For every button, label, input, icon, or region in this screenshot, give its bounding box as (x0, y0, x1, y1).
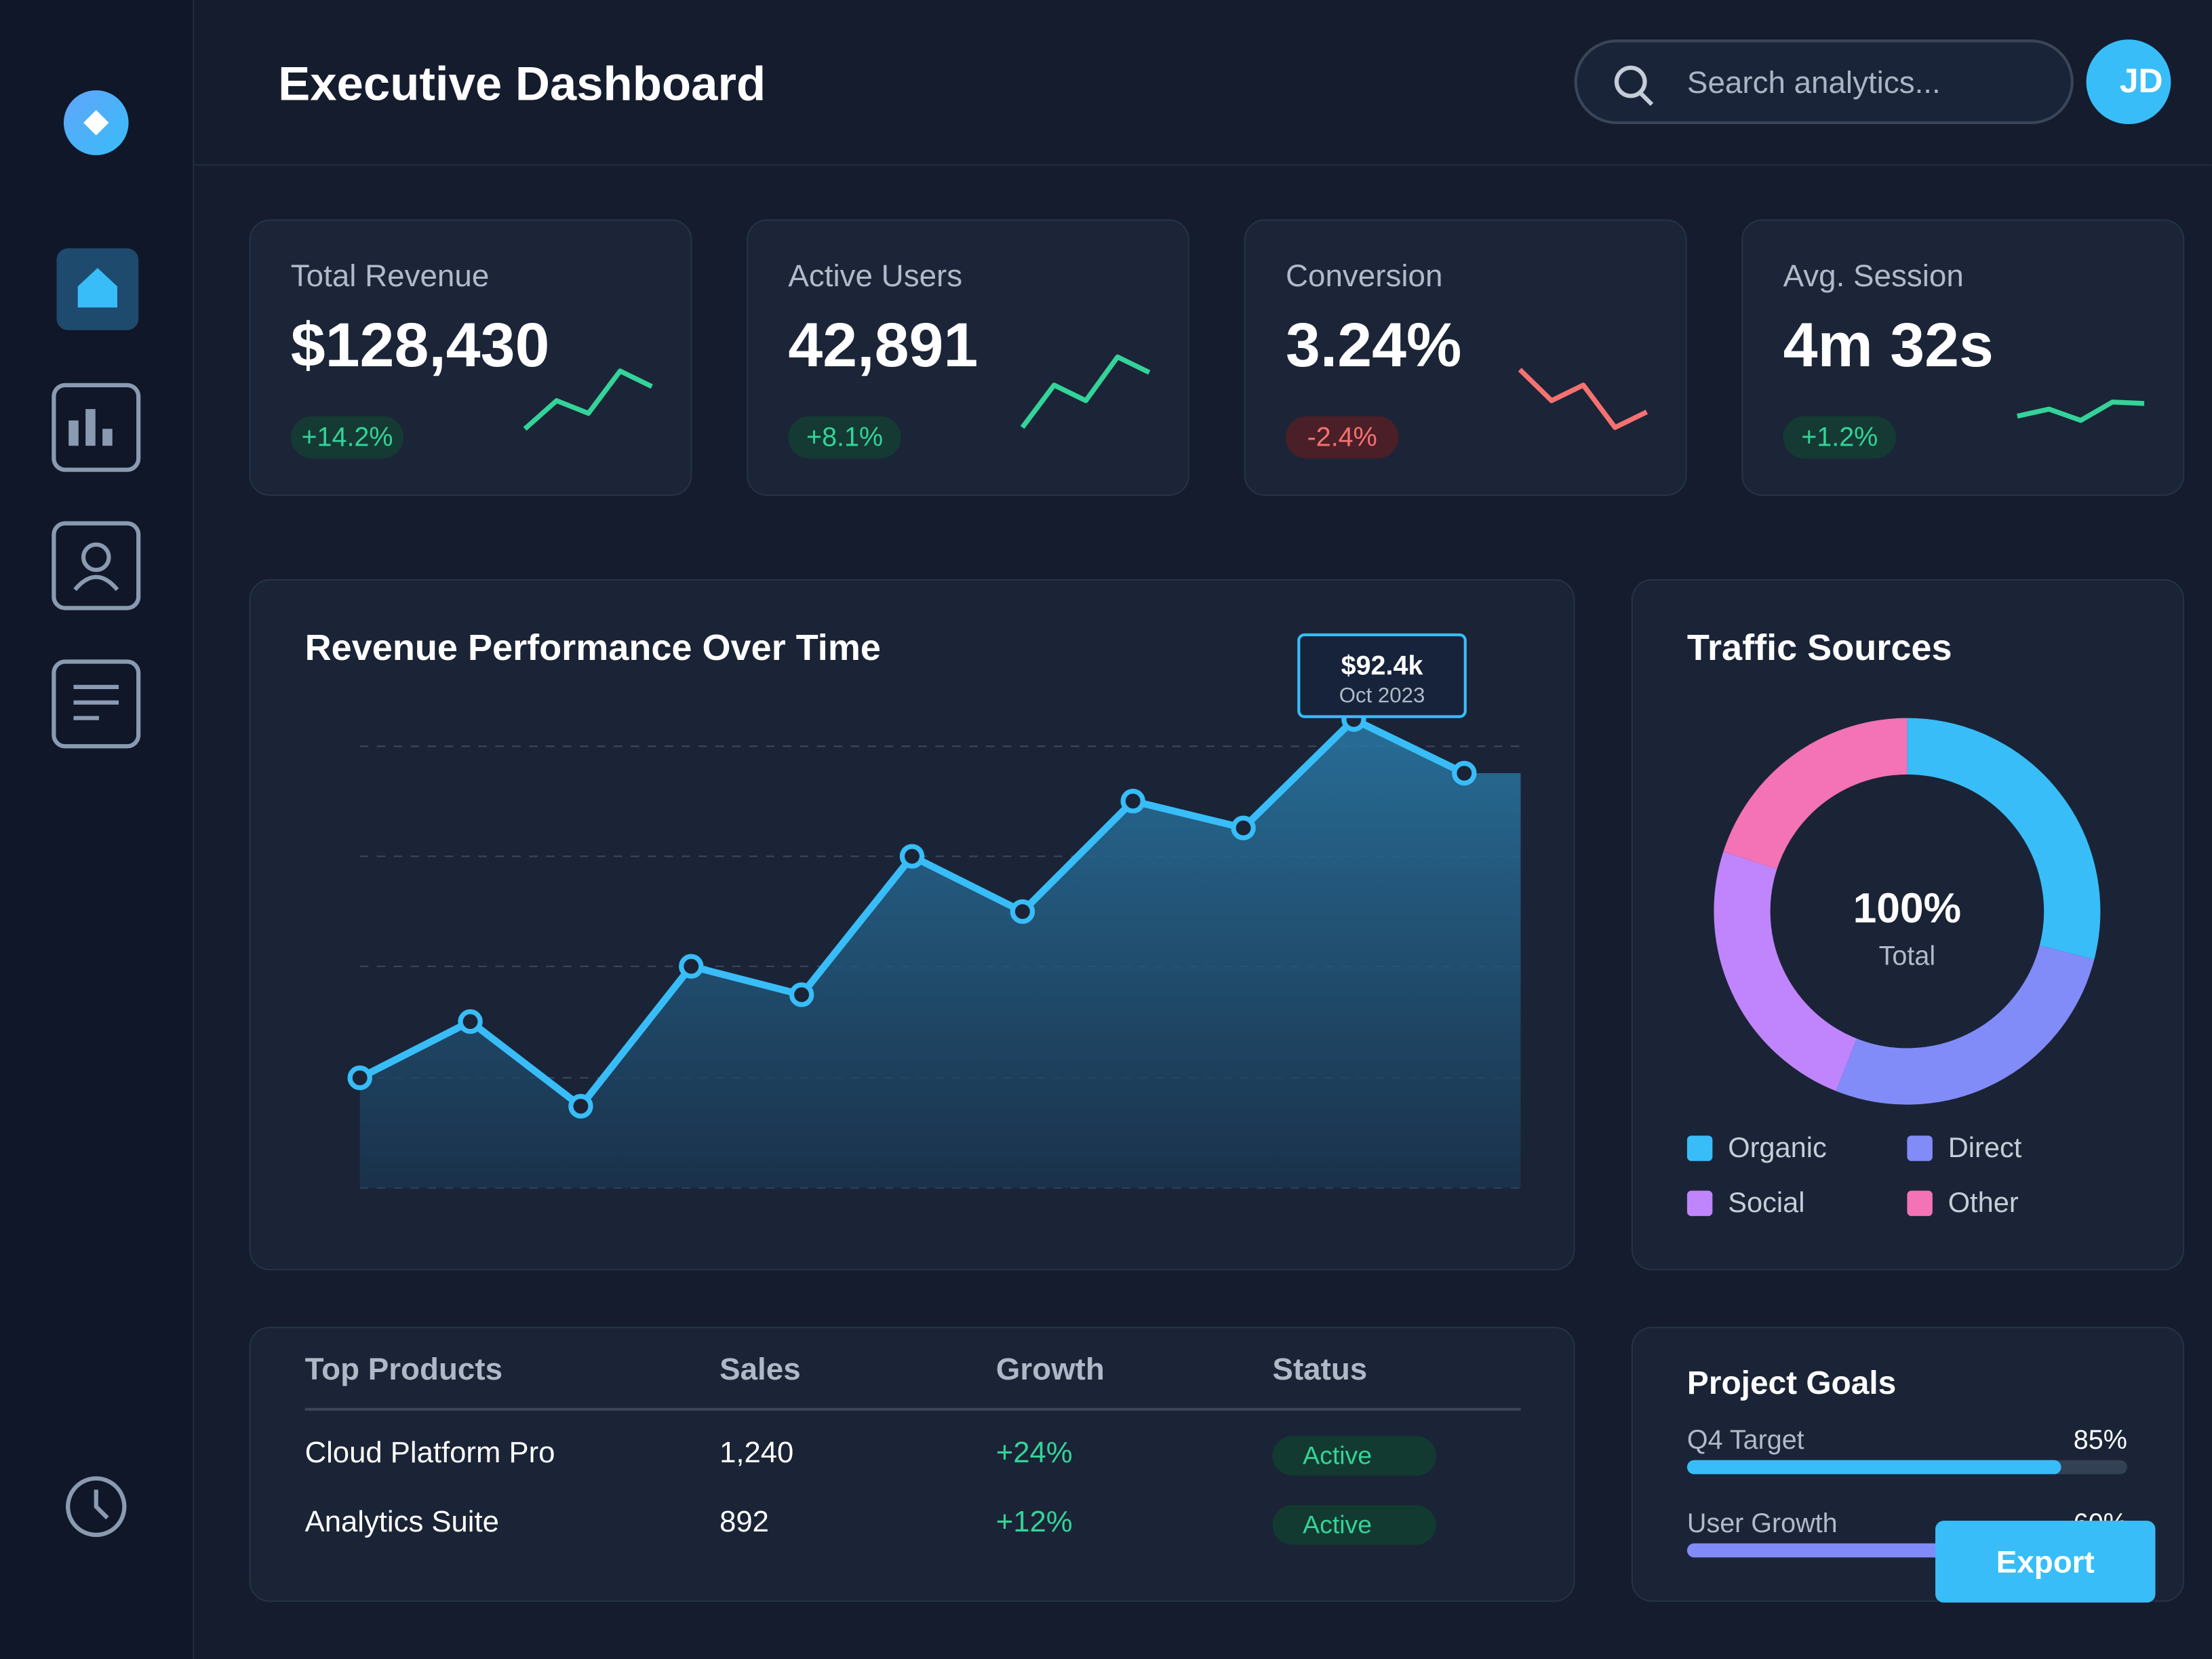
point (1120, 788, 1145, 814)
kpi-value: 42,891 (788, 311, 978, 380)
nav-analytics[interactable] (52, 383, 141, 472)
kpi-label: Total Revenue (291, 258, 489, 293)
point (679, 954, 704, 979)
kpi-label: Active Users (788, 258, 962, 293)
kpi-sparkline (523, 368, 653, 431)
kpi-change: +14.2% (301, 422, 393, 452)
donut-chart: Organic Direct Social Other (1686, 718, 2101, 1218)
legend-swatch (1686, 1135, 1713, 1161)
traffic-card (1631, 579, 2185, 1270)
donut-segment (1836, 945, 2095, 1105)
kpi-label: Conversion (1286, 258, 1442, 293)
status-label: Active (1303, 1510, 1372, 1538)
goal-bar (1686, 1460, 2061, 1475)
legend-swatch (1907, 1135, 1933, 1161)
tooltip-date: Oct 2023 (1339, 684, 1425, 707)
point (899, 844, 925, 869)
point (1231, 815, 1256, 840)
donut-center-label: Total (1879, 941, 1935, 971)
table-cell: +12% (996, 1505, 1073, 1538)
products-table: Top Products Sales Growth Status Cloud Platf… (305, 1352, 1436, 1545)
tooltip-value: $92.4k (1341, 650, 1423, 680)
status-pill (1272, 1505, 1436, 1545)
legend-label: Social (1728, 1186, 1804, 1218)
kpi-change: +8.1% (806, 422, 883, 452)
kpi-value: 3.24% (1286, 311, 1461, 380)
search-icon (1639, 92, 1654, 106)
point (568, 1093, 593, 1119)
table-cell: Analytics Suite (305, 1505, 499, 1538)
goals-title: Project Goals (1687, 1365, 1896, 1401)
table-header: Status (1272, 1352, 1367, 1386)
point (458, 1009, 483, 1034)
user-icon (81, 542, 111, 572)
status-pill (1272, 1436, 1436, 1476)
analytics-icon (68, 409, 113, 446)
nav-history[interactable] (66, 1476, 127, 1538)
point (1010, 899, 1035, 924)
legend-label: Other (1948, 1186, 2019, 1218)
chart-title: Revenue Performance Over Time (305, 627, 881, 668)
kpi-sparkline (2017, 399, 2145, 423)
donut-segment (1723, 718, 1908, 870)
kpi-change: -2.4% (1307, 422, 1377, 452)
products-card (249, 1327, 1575, 1602)
goal-value: 85% (2074, 1425, 2127, 1455)
nav-reports[interactable] (52, 659, 141, 749)
legend-swatch (1907, 1190, 1933, 1216)
kpi-sparkline (1020, 354, 1151, 429)
home-icon (77, 268, 117, 308)
tooltip (1297, 633, 1467, 718)
table-cell: +24% (996, 1436, 1073, 1469)
history-icon (94, 1489, 109, 1520)
table-cell: 892 (719, 1505, 769, 1538)
revenue-chart: $92.4k Oct 2023 (347, 633, 1521, 1188)
kpi-row: Total Revenue $128,430 +14.2% Active Users 4… (249, 219, 2185, 496)
search-box[interactable] (1574, 39, 2074, 125)
kpi-value: $128,430 (291, 311, 550, 380)
legend-label: Organic (1728, 1131, 1827, 1163)
table-header: Top Products (305, 1352, 502, 1386)
legend-label: Direct (1948, 1131, 2022, 1163)
logo-icon (83, 110, 109, 136)
point (1452, 760, 1477, 786)
search-icon (1614, 65, 1647, 98)
search-placeholder: Search analytics... (1687, 65, 1941, 100)
point (347, 1065, 372, 1091)
kpi-sparkline (1518, 368, 1648, 430)
reports-icon (73, 684, 119, 720)
point (789, 982, 814, 1007)
kpi-change: +1.2% (1801, 422, 1878, 452)
table-header: Growth (996, 1352, 1105, 1386)
goal-label: User Growth (1687, 1508, 1838, 1538)
kpi-badge (788, 416, 901, 458)
table-cell: Cloud Platform Pro (305, 1436, 555, 1469)
donut-center-value: 100% (1853, 885, 1962, 932)
area (359, 719, 1521, 1188)
user-icon (73, 574, 119, 591)
donut-title: Traffic Sources (1687, 627, 1952, 668)
page-title: Executive Dashboard (278, 57, 766, 111)
export-button[interactable] (1935, 1521, 2156, 1603)
donut-segment (1714, 851, 1857, 1091)
goal-label: Q4 Target (1687, 1425, 1804, 1455)
nav-users[interactable] (52, 521, 141, 610)
kpi-badge (1783, 416, 1896, 458)
table-header: Sales (719, 1352, 801, 1386)
kpi-label: Avg. Session (1783, 258, 1964, 293)
kpi-badge (1285, 416, 1399, 458)
avatar[interactable] (2086, 39, 2171, 125)
kpi-badge (290, 416, 404, 458)
donut-segment (1906, 718, 2101, 960)
table-cell: 1,240 (719, 1436, 793, 1469)
legend-swatch (1686, 1190, 1713, 1216)
export-label: Export (1996, 1545, 2095, 1580)
goal-bar (1686, 1543, 1952, 1558)
avatar-initials: JD (2120, 62, 2163, 100)
kpi-value: 4m 32s (1783, 311, 1994, 380)
status-label: Active (1303, 1441, 1372, 1469)
